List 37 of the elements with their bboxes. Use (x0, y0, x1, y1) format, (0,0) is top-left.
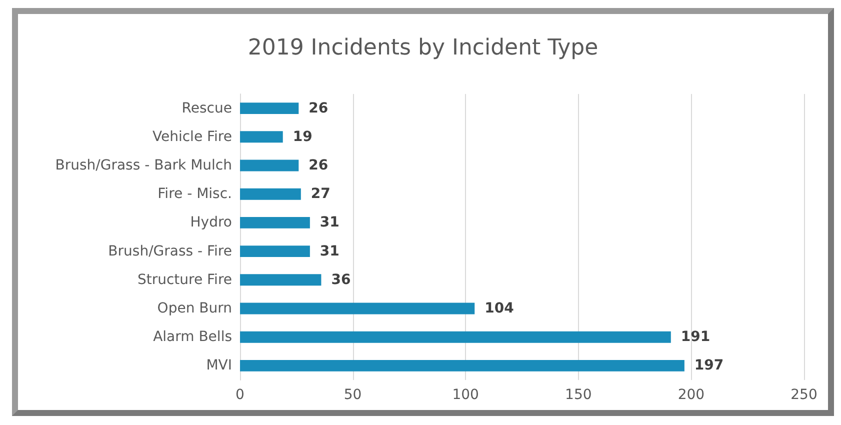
y-tick-label: Open Burn (157, 300, 232, 316)
bar (240, 331, 671, 343)
bar (240, 160, 299, 172)
bar (240, 360, 684, 372)
bar (240, 246, 310, 258)
y-tick-label: Vehicle Fire (152, 128, 232, 145)
y-tick-label: Structure Fire (137, 272, 232, 288)
bar (240, 131, 283, 143)
y-tick-label: Fire - Misc. (158, 186, 232, 202)
data-label: 31 (320, 243, 340, 260)
data-label: 191 (680, 329, 710, 346)
y-tick-label: Brush/Grass - Bark Mulch (55, 158, 232, 174)
x-tick-label: 150 (565, 387, 592, 403)
y-tick-label: MVI (206, 358, 232, 374)
bar (240, 188, 301, 200)
y-tick-label: Rescue (182, 100, 232, 116)
data-label: 197 (694, 358, 724, 374)
data-label: 104 (484, 300, 514, 316)
x-tick-label: 100 (452, 387, 479, 403)
data-label: 26 (308, 158, 328, 174)
data-label: 19 (292, 128, 312, 145)
x-tick-label: 250 (790, 387, 818, 403)
chart-title: 2019 Incidents by Incident Type (248, 36, 598, 60)
x-tick-label: 0 (236, 387, 244, 403)
y-tick-label: Brush/Grass - Fire (108, 243, 232, 260)
bar (240, 302, 475, 314)
y-tick-label: Alarm Bells (153, 329, 232, 346)
data-label: 26 (308, 100, 328, 116)
x-tick-label: 50 (344, 387, 362, 403)
y-tick-label: Hydro (190, 214, 232, 231)
bar (240, 274, 322, 286)
data-label: 31 (320, 214, 340, 231)
x-tick-label: 200 (678, 387, 705, 403)
bar (240, 102, 299, 114)
data-label: 27 (310, 186, 330, 202)
bar (240, 216, 310, 228)
data-label: 36 (331, 272, 351, 288)
